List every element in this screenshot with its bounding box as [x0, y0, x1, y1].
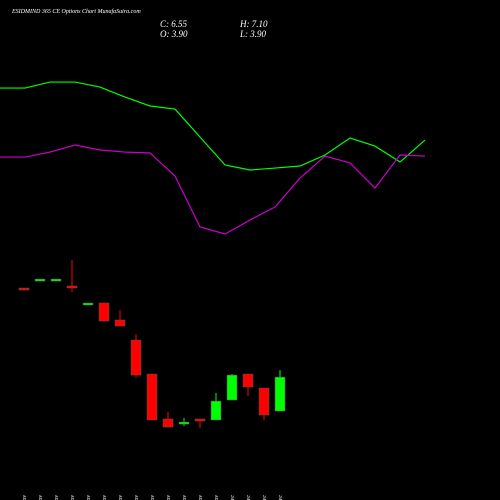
x-tick-label: 01 Dec	[230, 495, 236, 500]
candle-body	[162, 418, 174, 428]
indicator-line	[0, 81, 426, 171]
x-tick-label: 11 Nov	[22, 495, 28, 500]
candle-body	[210, 400, 222, 421]
x-tick-label: 03 Dec	[262, 495, 268, 500]
candle-body	[18, 287, 30, 291]
ohlc-label: O: 3.90	[160, 29, 188, 39]
x-tick-label: 26 Nov	[182, 495, 188, 500]
x-tick-label: 25 Nov	[166, 495, 172, 500]
candle-body	[178, 421, 190, 425]
x-tick-label: 02 Dec	[246, 495, 252, 500]
candle-body	[274, 376, 286, 412]
candle-body	[146, 373, 158, 421]
candle-body	[194, 418, 206, 422]
candle-body	[98, 302, 110, 322]
x-tick-label: 18 Nov	[86, 495, 92, 500]
ohlc-label: L: 3.90	[239, 29, 267, 39]
candle-body	[50, 278, 62, 282]
x-tick-label: 19 Nov	[102, 495, 108, 500]
candle-body	[114, 319, 126, 327]
ohlc-label: C: 6.55	[160, 19, 188, 29]
candle-body	[242, 373, 254, 388]
x-tick-label: 20 Nov	[118, 495, 124, 500]
x-tick-label: 24 Nov	[149, 495, 156, 500]
candle-body	[34, 278, 46, 282]
x-tick-label: 12 Nov	[38, 495, 44, 500]
chart-title: ESIDMIND 365 CE Options Chart MunafaSutr…	[11, 8, 141, 15]
x-tick-label: 21 Nov	[134, 495, 140, 500]
x-tick-label: 28 Nov	[214, 495, 220, 500]
x-tick-label: 14 Nov	[53, 495, 60, 500]
candle-body	[66, 285, 78, 289]
candle-body	[226, 374, 238, 401]
x-tick-label: 27 Nov	[198, 495, 204, 500]
ohlc-label: H: 7.10	[239, 19, 268, 29]
candle-body	[258, 387, 270, 416]
x-tick-label: 04 Dec	[277, 495, 284, 500]
x-tick-label: 17 Nov	[70, 495, 76, 500]
candle-body	[130, 339, 142, 376]
candle-body	[82, 302, 94, 306]
indicator-line	[0, 144, 426, 235]
